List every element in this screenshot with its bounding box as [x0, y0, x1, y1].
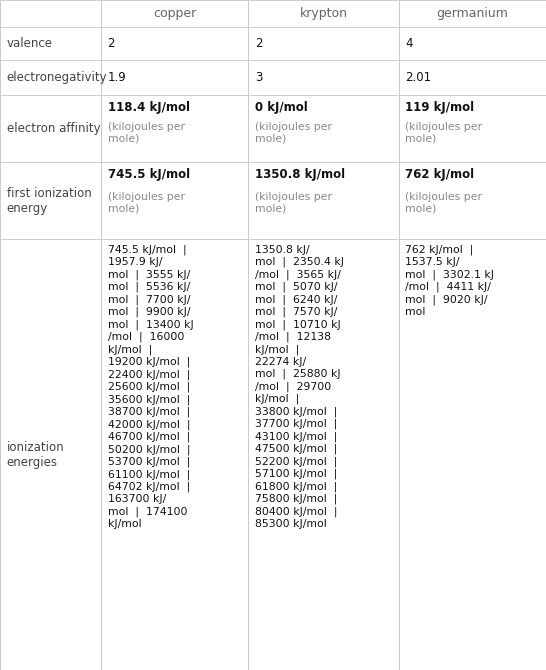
Text: 2: 2 — [108, 37, 115, 50]
Text: (kilojoules per
mole): (kilojoules per mole) — [255, 192, 332, 214]
Text: 0 kJ/mol: 0 kJ/mol — [255, 100, 308, 113]
Bar — [399, 95, 546, 162]
Text: (kilojoules per
mole): (kilojoules per mole) — [108, 192, 185, 214]
Text: electron affinity: electron affinity — [7, 122, 100, 135]
Text: copper: copper — [153, 7, 197, 20]
Bar — [101, 239, 248, 670]
Bar — [0, 27, 101, 60]
Text: (kilojoules per
mole): (kilojoules per mole) — [405, 192, 482, 214]
Bar — [101, 60, 248, 95]
Text: 119 kJ/mol: 119 kJ/mol — [405, 100, 474, 113]
Bar — [399, 60, 546, 95]
Bar — [248, 239, 399, 670]
Text: electronegativity: electronegativity — [7, 71, 107, 84]
Bar — [248, 95, 399, 162]
Text: germanium: germanium — [436, 7, 508, 20]
Text: 1.9: 1.9 — [108, 71, 126, 84]
Text: valence: valence — [7, 37, 52, 50]
Text: 118.4 kJ/mol: 118.4 kJ/mol — [108, 100, 189, 113]
Bar — [399, 162, 546, 239]
Text: 2: 2 — [255, 37, 263, 50]
Text: 745.5 kJ/mol: 745.5 kJ/mol — [108, 168, 189, 180]
Text: 762 kJ/mol: 762 kJ/mol — [405, 168, 474, 180]
Bar — [399, 239, 546, 670]
Bar — [101, 95, 248, 162]
Text: 745.5 kJ/mol  |
1957.9 kJ/
mol  |  3555 kJ/
mol  |  5536 kJ/
mol  |  7700 kJ/
mo: 745.5 kJ/mol | 1957.9 kJ/ mol | 3555 kJ/… — [108, 245, 193, 529]
Bar — [0, 162, 101, 239]
Bar — [101, 0, 248, 27]
Text: (kilojoules per
mole): (kilojoules per mole) — [108, 122, 185, 143]
Bar — [0, 95, 101, 162]
Bar — [248, 0, 399, 27]
Text: ionization
energies: ionization energies — [7, 441, 64, 468]
Text: (kilojoules per
mole): (kilojoules per mole) — [255, 122, 332, 143]
Text: (kilojoules per
mole): (kilojoules per mole) — [405, 122, 482, 143]
Bar — [248, 60, 399, 95]
Text: 1350.8 kJ/
mol  |  2350.4 kJ
/mol  |  3565 kJ/
mol  |  5070 kJ/
mol  |  6240 kJ/: 1350.8 kJ/ mol | 2350.4 kJ /mol | 3565 k… — [255, 245, 344, 529]
Text: first ionization
energy: first ionization energy — [7, 187, 91, 214]
Bar — [248, 27, 399, 60]
Text: 4: 4 — [405, 37, 413, 50]
Bar — [248, 162, 399, 239]
Bar — [101, 162, 248, 239]
Bar — [0, 239, 101, 670]
Bar — [0, 60, 101, 95]
Text: krypton: krypton — [300, 7, 347, 20]
Text: 762 kJ/mol  |
1537.5 kJ/
mol  |  3302.1 kJ
/mol  |  4411 kJ/
mol  |  9020 kJ/
mo: 762 kJ/mol | 1537.5 kJ/ mol | 3302.1 kJ … — [405, 245, 494, 316]
Bar — [399, 27, 546, 60]
Bar — [399, 0, 546, 27]
Text: 3: 3 — [255, 71, 263, 84]
Bar — [101, 27, 248, 60]
Text: 1350.8 kJ/mol: 1350.8 kJ/mol — [255, 168, 345, 180]
Text: 2.01: 2.01 — [405, 71, 431, 84]
Bar — [0, 0, 101, 27]
